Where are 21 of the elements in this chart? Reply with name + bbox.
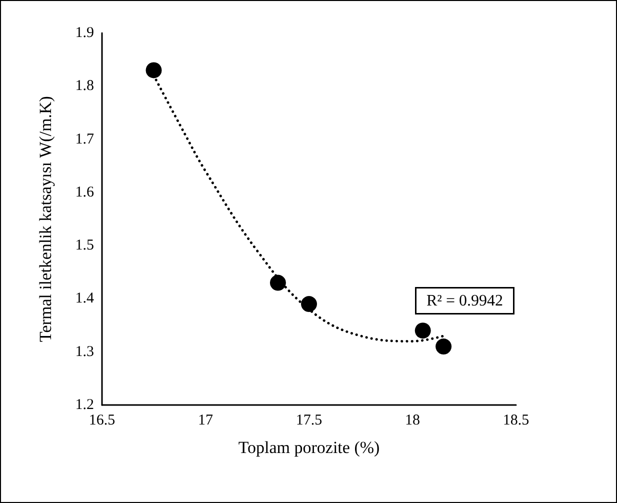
y-tick-label: 1.7 [75,131,94,148]
y-tick-label: 1.3 [75,344,94,360]
y-tick-label: 1.5 [75,238,94,254]
point [436,338,452,355]
x-tick-label: 17 [198,412,214,428]
point [146,62,162,78]
x-tick-label: 18 [405,412,420,428]
x-axis-title: Toplam porozite (%) [238,438,380,457]
y-tick-label: 1.2 [75,397,94,413]
y-tick-label: 1.8 [75,78,94,94]
annotation: R² = 0.9942 [426,292,503,310]
x-tick-label: 18.5 [502,412,530,428]
y-tick-label: 1.9 [75,25,94,41]
point [301,296,317,312]
point [414,322,431,339]
x-tick-label: 16.5 [88,412,116,428]
point [270,274,286,291]
y-tick-label: 1.6 [75,184,94,200]
x-tick-label: 17.5 [296,412,322,428]
y-tick-label: 1.4 [75,290,94,307]
y-axis-title: Termal iletkenlik katsayısı W(/m.K) [36,96,55,342]
